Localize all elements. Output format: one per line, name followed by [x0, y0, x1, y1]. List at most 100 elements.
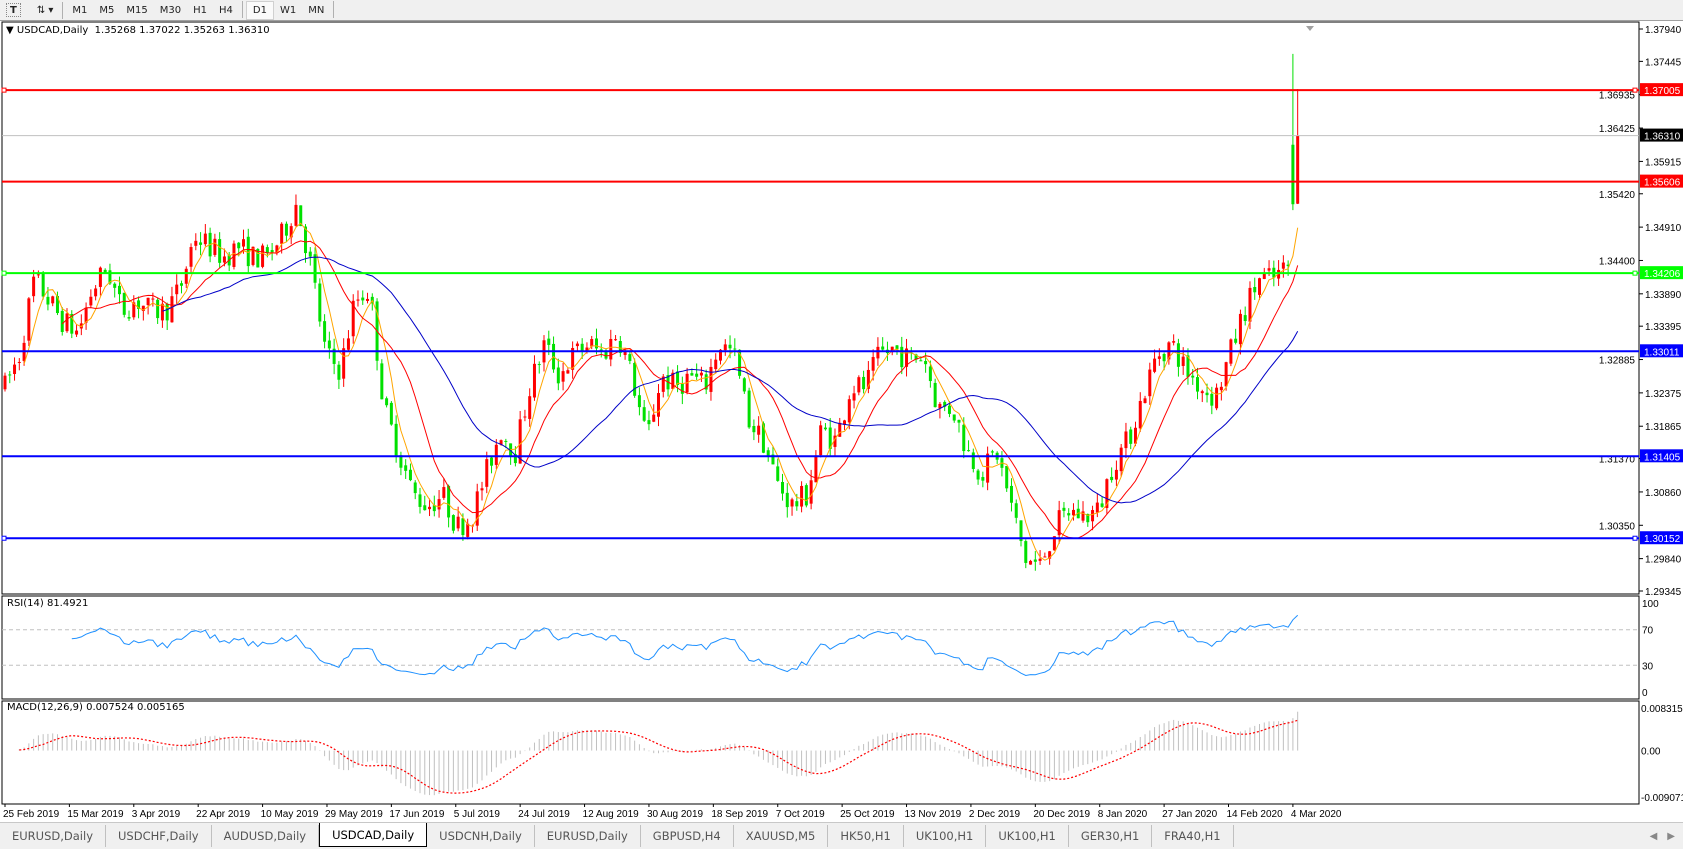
horizontal-line[interactable]: 1.37005	[1, 83, 1683, 97]
symbol-period: USDCAD,Daily	[16, 25, 89, 36]
candle	[389, 401, 393, 426]
timeframe-m30[interactable]: M30	[159, 4, 182, 16]
candle-body	[914, 354, 918, 360]
collapse-triangle-icon[interactable]: ▼	[6, 25, 14, 36]
candle-body	[127, 317, 131, 319]
candle-body	[304, 226, 308, 254]
macd-title: MACD(12,26,9) 0.007524 0.005165	[7, 702, 185, 713]
price-line-label: 1.33011	[1644, 347, 1680, 358]
candle-body	[199, 242, 203, 245]
date-tick-label: 8 Jan 2020	[1098, 809, 1148, 820]
timeframe-d1[interactable]: D1	[245, 0, 274, 20]
candle	[222, 248, 226, 267]
timeframe-w1[interactable]: W1	[279, 4, 297, 16]
candle	[685, 367, 689, 395]
candle	[552, 336, 556, 373]
candle	[952, 414, 956, 423]
tab-xauusd-m5[interactable]: XAUUSD,M5	[734, 825, 829, 847]
candle	[141, 305, 145, 321]
price-tick-label-bg	[1598, 122, 1636, 135]
candle	[652, 404, 656, 423]
candle	[442, 478, 446, 500]
horizontal-line[interactable]: 1.33011	[2, 344, 1683, 358]
tab-hk50-h1[interactable]: HK50,H1	[828, 825, 904, 847]
candle	[895, 344, 899, 355]
macd-signal-line	[19, 719, 1298, 794]
candle-body	[1148, 369, 1152, 397]
candle-body	[752, 426, 756, 433]
chart-canvas[interactable]: 1.37940 1.37445 1.36935 1.36425 1.35915 1.354…	[0, 0, 1683, 822]
tab-fra40-h1[interactable]: FRA40,H1	[1152, 825, 1234, 847]
line-tools-icon[interactable]: ⇅ ▾	[36, 4, 54, 16]
candle	[308, 247, 312, 266]
candle	[905, 338, 909, 377]
candle-body	[1234, 338, 1238, 343]
candle-body	[933, 382, 937, 408]
price-line-badge	[1640, 531, 1683, 545]
candle	[1100, 496, 1104, 508]
candle	[618, 336, 622, 357]
date-tick-label: 25 Oct 2019	[840, 809, 895, 820]
tab-audusd-daily[interactable]: AUDUSD,Daily	[212, 825, 320, 847]
timeframe-h4[interactable]: H4	[219, 4, 233, 16]
timeframe-m1[interactable]: M1	[72, 4, 88, 16]
horizontal-line[interactable]: 1.35606	[2, 174, 1683, 189]
candle-body	[36, 274, 40, 276]
scroll-right-icon[interactable]: ▶	[1667, 830, 1675, 842]
candle	[523, 409, 527, 422]
tab-ger30-h1[interactable]: GER30,H1	[1069, 825, 1153, 847]
candle-body	[990, 451, 994, 453]
horizontal-line[interactable]: 1.30152	[1, 531, 1683, 545]
tab-usdcnh-daily[interactable]: USDCNH,Daily	[427, 825, 535, 847]
candle	[804, 483, 808, 508]
candle-body	[776, 466, 780, 481]
timeframe-mn[interactable]: MN	[308, 4, 325, 16]
candle-body	[8, 374, 12, 376]
candle	[284, 221, 288, 242]
tab-usdchf-daily[interactable]: USDCHF,Daily	[106, 825, 212, 847]
candle-body	[819, 425, 823, 456]
ma-mid-line	[61, 240, 1299, 539]
candle-body	[728, 344, 732, 349]
candle-body	[1243, 315, 1247, 322]
price-line-badge	[1640, 174, 1683, 188]
price-axis: 1.37940 1.37445 1.36935 1.36425 1.35915 1.354…	[1598, 25, 1682, 598]
timeframe-h1[interactable]: H1	[193, 4, 208, 16]
candle-body	[1219, 386, 1223, 391]
candle-body	[318, 283, 322, 322]
scroll-left-icon[interactable]: ◀	[1649, 830, 1658, 842]
candle-body	[714, 359, 718, 370]
candle-body	[699, 372, 703, 376]
tab-uk100-h1[interactable]: UK100,H1	[986, 825, 1069, 847]
timeframe-m15[interactable]: M15	[126, 4, 148, 16]
candle-body	[547, 338, 551, 345]
candle	[709, 358, 713, 401]
tab-usdcad-daily[interactable]: USDCAD,Daily	[319, 823, 428, 847]
candle	[1186, 348, 1190, 385]
horizontal-line[interactable]: 1.34206	[1, 266, 1683, 280]
text-tool-icon[interactable]: T	[6, 3, 21, 17]
candle	[113, 282, 117, 298]
tab-gbpusd-h4[interactable]: GBPUSD,H4	[641, 825, 734, 847]
candle-body	[866, 369, 870, 389]
candle	[781, 473, 785, 501]
timeframe-m5[interactable]: M5	[99, 4, 115, 16]
candle-body	[51, 296, 55, 304]
candle-body	[938, 403, 942, 409]
candle	[699, 366, 703, 382]
candle	[199, 232, 203, 256]
candle-body	[413, 482, 417, 494]
horizontal-line[interactable]: 1.31405	[2, 449, 1683, 463]
candle-body	[1071, 509, 1075, 516]
tab-eurusd-daily[interactable]: EURUSD,Daily	[0, 825, 106, 847]
candle-body	[580, 343, 584, 352]
candle-body	[122, 292, 126, 315]
candle-body	[590, 339, 594, 347]
candle	[1029, 559, 1033, 565]
tab-eurusd-daily[interactable]: EURUSD,Daily	[535, 825, 641, 847]
date-tick-label: 7 Oct 2019	[776, 809, 825, 820]
tab-uk100-h1[interactable]: UK100,H1	[904, 825, 987, 847]
candle-body	[656, 393, 660, 417]
candle	[1033, 551, 1037, 571]
candle-body	[485, 459, 489, 487]
